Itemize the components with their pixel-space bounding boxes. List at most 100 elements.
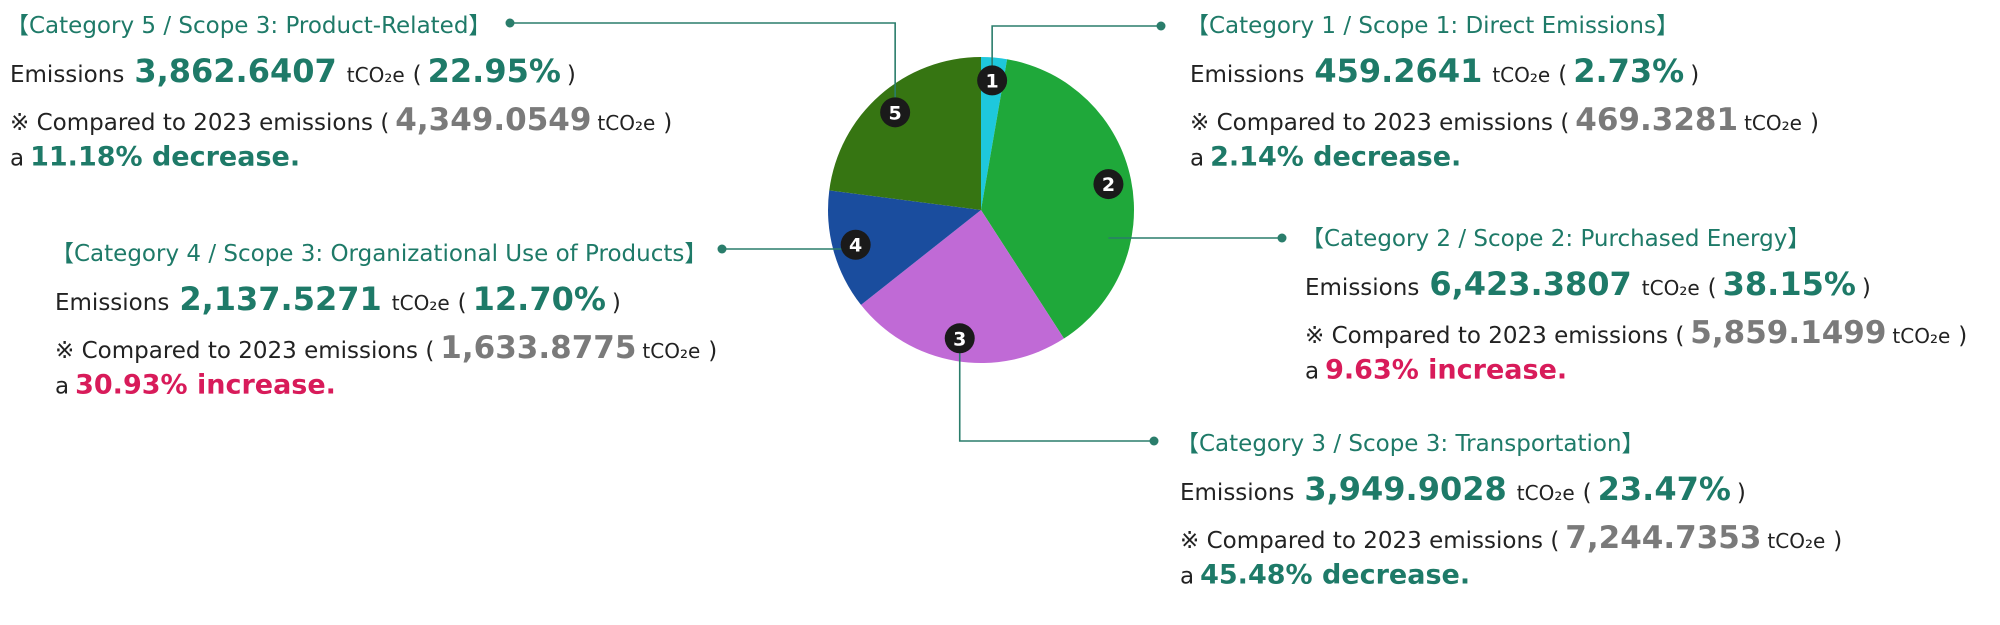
pie-slice — [981, 59, 1135, 339]
paren: ) — [1958, 323, 1968, 349]
emissions-label: Emissions — [55, 290, 170, 316]
paren: ( — [457, 290, 467, 316]
emissions-label: Emissions — [1180, 480, 1295, 506]
previous-value: 5,859.1499 — [1690, 315, 1887, 351]
share-value: 38.15% — [1722, 265, 1856, 303]
share-value: 22.95% — [427, 52, 561, 90]
marker-circle — [880, 97, 911, 128]
pie-slice — [860, 210, 1064, 364]
pie-slice — [827, 190, 981, 305]
marker-circle — [944, 323, 975, 354]
prefix: a — [1180, 563, 1195, 590]
paren: ( — [1707, 275, 1717, 301]
unit: tCO₂e — [391, 291, 450, 315]
unit: tCO₂e — [1744, 111, 1802, 135]
unit: tCO₂e — [1892, 324, 1951, 348]
unit: tCO₂e — [1492, 63, 1551, 87]
slice-marker: 3 — [944, 323, 975, 354]
share-value: 12.70% — [472, 280, 606, 318]
pie-slice — [981, 57, 1008, 210]
emissions-line: Emissions 3,862.6407 tCO₂e (22.95%) — [10, 52, 576, 90]
leader-dot — [505, 18, 515, 28]
marker-label: 1 — [986, 70, 999, 92]
compare-line: ※ Compared to 2023 emissions (5,859.1499… — [1305, 315, 1967, 351]
change-line: a 9.63% increase. — [1305, 355, 1567, 386]
paren: ) — [1833, 528, 1843, 554]
compare-label: ※ Compared to 2023 emissions ( — [1305, 323, 1685, 349]
unit: tCO₂e — [346, 63, 405, 87]
unit: tCO₂e — [1516, 481, 1575, 505]
marker-circle — [840, 229, 871, 260]
emissions-label: Emissions — [10, 62, 125, 88]
leader-dot — [717, 244, 727, 254]
slice-marker: 1 — [977, 65, 1008, 96]
unit: tCO₂e — [1641, 276, 1700, 300]
change-value: 9.63% increase. — [1325, 354, 1568, 386]
emissions-line: Emissions 459.2641 tCO₂e (2.73%) — [1190, 52, 1699, 90]
change-line: a 30.93% increase. — [55, 370, 336, 401]
marker-label: 4 — [849, 235, 862, 257]
slice-marker: 4 — [840, 229, 871, 260]
unit: tCO₂e — [1767, 529, 1826, 553]
emissions-value: 459.2641 — [1314, 52, 1483, 90]
callout-title: 【Category 4 / Scope 3: Organizational Us… — [51, 241, 708, 267]
paren: ) — [1690, 62, 1700, 88]
change-value: 30.93% increase. — [75, 369, 336, 401]
prefix: a — [10, 145, 25, 172]
leader-line — [510, 22, 896, 113]
paren: ) — [1809, 110, 1819, 136]
previous-value: 7,244.7353 — [1565, 520, 1762, 556]
previous-value: 1,633.8775 — [440, 330, 637, 366]
emissions-line: Emissions 3,949.9028 tCO₂e (23.47%) — [1180, 470, 1746, 508]
share-value: 23.47% — [1597, 470, 1731, 508]
marker-label: 2 — [1102, 174, 1115, 196]
emissions-value: 2,137.5271 — [179, 280, 382, 318]
paren: ( — [1582, 480, 1592, 506]
compare-line: ※ Compared to 2023 emissions (1,633.8775… — [55, 330, 717, 366]
unit: tCO₂e — [642, 339, 701, 363]
paren: ) — [1736, 480, 1746, 506]
leader-dot — [1277, 233, 1287, 243]
callout-title: 【Category 2 / Scope 2: Purchased Energy】 — [1301, 226, 1811, 252]
leader-dot — [1149, 436, 1159, 446]
callout-title: 【Category 3 / Scope 3: Transportation】 — [1176, 431, 1645, 457]
compare-line: ※ Compared to 2023 emissions (7,244.7353… — [1180, 520, 1842, 556]
marker-circle — [1093, 169, 1124, 200]
change-value: 11.18% decrease. — [30, 141, 301, 173]
paren: ) — [708, 338, 718, 364]
change-value: 2.14% decrease. — [1210, 141, 1462, 173]
emissions-value: 3,949.9028 — [1304, 470, 1507, 508]
paren: ) — [1861, 275, 1871, 301]
compare-label: ※ Compared to 2023 emissions ( — [10, 110, 390, 136]
paren: ( — [412, 62, 422, 88]
compare-label: ※ Compared to 2023 emissions ( — [1180, 528, 1560, 554]
emissions-line: Emissions 2,137.5271 tCO₂e (12.70%) — [55, 280, 621, 318]
prefix: a — [1190, 145, 1205, 172]
emissions-line: Emissions 6,423.3807 tCO₂e (38.15%) — [1305, 265, 1871, 303]
unit: tCO₂e — [597, 111, 656, 135]
leader-line — [991, 25, 1161, 81]
paren: ( — [1558, 62, 1568, 88]
change-line: a 2.14% decrease. — [1190, 142, 1461, 173]
slice-marker: 2 — [1093, 169, 1124, 200]
paren: ) — [663, 110, 673, 136]
prefix: a — [1305, 358, 1320, 385]
marker-label: 5 — [889, 102, 902, 124]
emissions-label: Emissions — [1305, 275, 1420, 301]
emissions-value: 6,423.3807 — [1429, 265, 1632, 303]
change-value: 45.48% decrease. — [1200, 559, 1471, 591]
paren: ) — [611, 290, 621, 316]
change-line: a 11.18% decrease. — [10, 142, 300, 173]
emissions-label: Emissions — [1190, 62, 1305, 88]
leader-line — [958, 338, 1154, 442]
emissions-value: 3,862.6407 — [134, 52, 337, 90]
pie-slice — [829, 57, 981, 210]
marker-circle — [977, 65, 1008, 96]
previous-value: 469.3281 — [1575, 102, 1739, 138]
callout-title: 【Category 1 / Scope 1: Direct Emissions】 — [1186, 13, 1679, 39]
marker-label: 3 — [953, 328, 966, 350]
compare-line: ※ Compared to 2023 emissions (469.3281 tC… — [1190, 102, 1819, 138]
callout-title: 【Category 5 / Scope 3: Product-Related】 — [6, 13, 492, 39]
